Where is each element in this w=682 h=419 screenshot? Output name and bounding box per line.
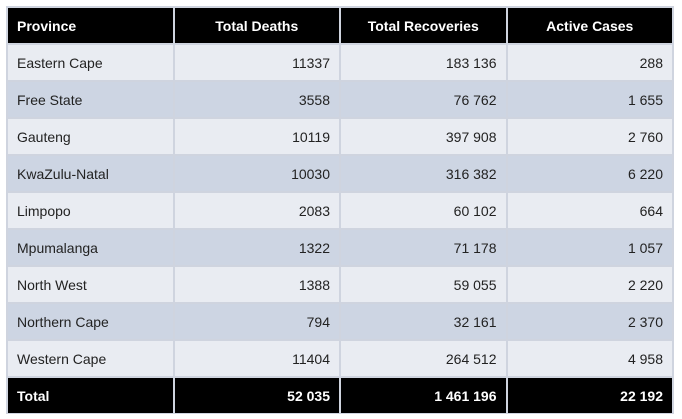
cell-deaths: 10030: [174, 156, 339, 191]
cell-recoveries: 60 102: [341, 193, 506, 228]
cell-deaths: 10119: [174, 119, 339, 154]
table-footer: Total 52 035 1 461 196 22 192: [8, 378, 672, 413]
table-row: North West 1388 59 055 2 220: [8, 267, 672, 302]
cell-deaths: 1322: [174, 230, 339, 265]
cell-deaths: 11404: [174, 341, 339, 376]
table-row: Gauteng 10119 397 908 2 760: [8, 119, 672, 154]
total-recoveries: 1 461 196: [341, 378, 506, 413]
cell-deaths: 1388: [174, 267, 339, 302]
cell-recoveries: 397 908: [341, 119, 506, 154]
covid-provinces-table: Province Total Deaths Total Recoveries A…: [6, 6, 674, 415]
cell-active: 1 655: [507, 82, 672, 117]
total-deaths: 52 035: [174, 378, 339, 413]
header-province: Province: [8, 8, 173, 43]
cell-recoveries: 59 055: [341, 267, 506, 302]
cell-recoveries: 183 136: [341, 45, 506, 80]
cell-recoveries: 71 178: [341, 230, 506, 265]
cell-active: 2 370: [507, 304, 672, 339]
cell-deaths: 2083: [174, 193, 339, 228]
covid-provinces-table-wrapper: Province Total Deaths Total Recoveries A…: [6, 6, 674, 414]
cell-province: Free State: [8, 82, 173, 117]
header-total-recoveries: Total Recoveries: [341, 8, 506, 43]
header-active-cases: Active Cases: [507, 8, 672, 43]
table-row: Limpopo 2083 60 102 664: [8, 193, 672, 228]
cell-active: 6 220: [507, 156, 672, 191]
table-body: Eastern Cape 11337 183 136 288 Free Stat…: [8, 45, 672, 376]
header-row: Province Total Deaths Total Recoveries A…: [8, 8, 672, 43]
table-row: Mpumalanga 1322 71 178 1 057: [8, 230, 672, 265]
cell-province: North West: [8, 267, 173, 302]
total-row: Total 52 035 1 461 196 22 192: [8, 378, 672, 413]
cell-province: KwaZulu-Natal: [8, 156, 173, 191]
table-row: Eastern Cape 11337 183 136 288: [8, 45, 672, 80]
cell-province: Western Cape: [8, 341, 173, 376]
cell-active: 2 220: [507, 267, 672, 302]
table-row: Western Cape 11404 264 512 4 958: [8, 341, 672, 376]
cell-recoveries: 32 161: [341, 304, 506, 339]
cell-deaths: 794: [174, 304, 339, 339]
cell-recoveries: 76 762: [341, 82, 506, 117]
cell-active: 2 760: [507, 119, 672, 154]
cell-recoveries: 264 512: [341, 341, 506, 376]
cell-deaths: 3558: [174, 82, 339, 117]
cell-province: Northern Cape: [8, 304, 173, 339]
cell-province: Limpopo: [8, 193, 173, 228]
header-total-deaths: Total Deaths: [174, 8, 339, 43]
total-label: Total: [8, 378, 173, 413]
cell-active: 664: [507, 193, 672, 228]
total-active: 22 192: [507, 378, 672, 413]
cell-deaths: 11337: [174, 45, 339, 80]
table-row: Northern Cape 794 32 161 2 370: [8, 304, 672, 339]
cell-province: Eastern Cape: [8, 45, 173, 80]
cell-province: Gauteng: [8, 119, 173, 154]
table-row: Free State 3558 76 762 1 655: [8, 82, 672, 117]
cell-province: Mpumalanga: [8, 230, 173, 265]
table-header: Province Total Deaths Total Recoveries A…: [8, 8, 672, 43]
cell-active: 1 057: [507, 230, 672, 265]
cell-active: 288: [507, 45, 672, 80]
cell-recoveries: 316 382: [341, 156, 506, 191]
table-row: KwaZulu-Natal 10030 316 382 6 220: [8, 156, 672, 191]
cell-active: 4 958: [507, 341, 672, 376]
